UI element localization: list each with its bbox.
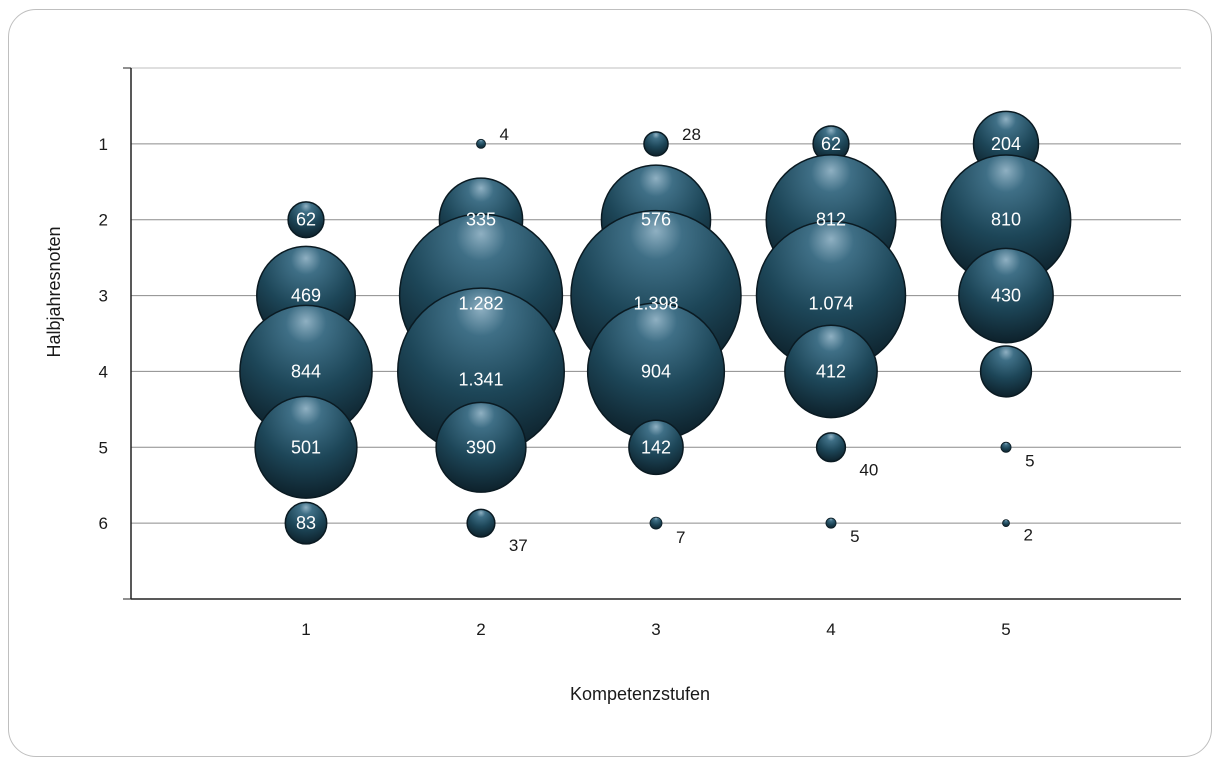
bubble (1002, 519, 1010, 528)
data-label: 62 (296, 210, 316, 230)
bubble (958, 247, 1054, 344)
data-label: 904 (641, 361, 671, 381)
y-axis-title: Halbjahresnoten (44, 226, 64, 357)
x-tick-label: 5 (1001, 620, 1010, 639)
y-tick-label: 1 (99, 135, 108, 154)
bubble (979, 345, 1033, 398)
data-label: 1.341 (458, 369, 503, 389)
data-label: 4 (500, 125, 509, 144)
data-label: 844 (291, 361, 321, 381)
x-tick-label: 3 (651, 620, 660, 639)
y-tick-label: 4 (99, 362, 108, 381)
y-tick-label: 5 (99, 438, 108, 457)
x-tick-label: 2 (476, 620, 485, 639)
x-tick-label: 1 (301, 620, 310, 639)
bubble (649, 516, 663, 530)
bubble (284, 501, 328, 545)
data-label: 390 (466, 437, 496, 457)
data-label: 1.398 (633, 294, 678, 314)
data-label: 1.282 (458, 294, 503, 314)
axis-layer: 1 2 3 4 5 6 1 2 3 4 5 (99, 67, 1181, 639)
data-label: 83 (296, 513, 316, 533)
bubble (825, 517, 837, 529)
bubble (287, 201, 325, 239)
data-label: 412 (816, 361, 846, 381)
bubble (1000, 441, 1012, 453)
data-label: 2 (1024, 526, 1033, 545)
data-label: 335 (466, 210, 496, 230)
data-label: 501 (291, 437, 321, 457)
bubble (643, 131, 669, 157)
bubble (435, 401, 527, 493)
x-axis-title: Kompetenzstufen (570, 684, 710, 704)
data-label: 810 (991, 210, 1021, 230)
data-label: 37 (509, 536, 528, 555)
y-tick-label: 3 (99, 287, 108, 306)
bubble (476, 138, 486, 149)
data-label: 5 (850, 527, 859, 546)
data-label: 430 (991, 286, 1021, 306)
data-label: 62 (821, 134, 841, 154)
label-layer: 62 469 844 501 83 4 335 1.282 1.341 390 37 28 576 1.3… (291, 125, 1035, 555)
data-label: 7 (676, 528, 685, 547)
bubble-layer (239, 110, 1072, 545)
data-label: 28 (682, 125, 701, 144)
data-label: 204 (991, 134, 1021, 154)
y-tick-label: 6 (99, 514, 108, 533)
data-label: 142 (641, 437, 671, 457)
data-label: 469 (291, 286, 321, 306)
data-label: 5 (1025, 451, 1034, 470)
data-label: 40 (859, 461, 878, 480)
bubble (254, 395, 358, 499)
bubble (628, 419, 684, 476)
x-tick-label: 4 (826, 620, 835, 639)
y-tick-label: 2 (99, 211, 108, 230)
data-label: 812 (816, 210, 846, 230)
bubble (815, 432, 847, 463)
bubble (466, 508, 496, 538)
data-label: 1.074 (808, 294, 853, 314)
bubble (784, 324, 878, 419)
data-label: 576 (641, 210, 671, 230)
